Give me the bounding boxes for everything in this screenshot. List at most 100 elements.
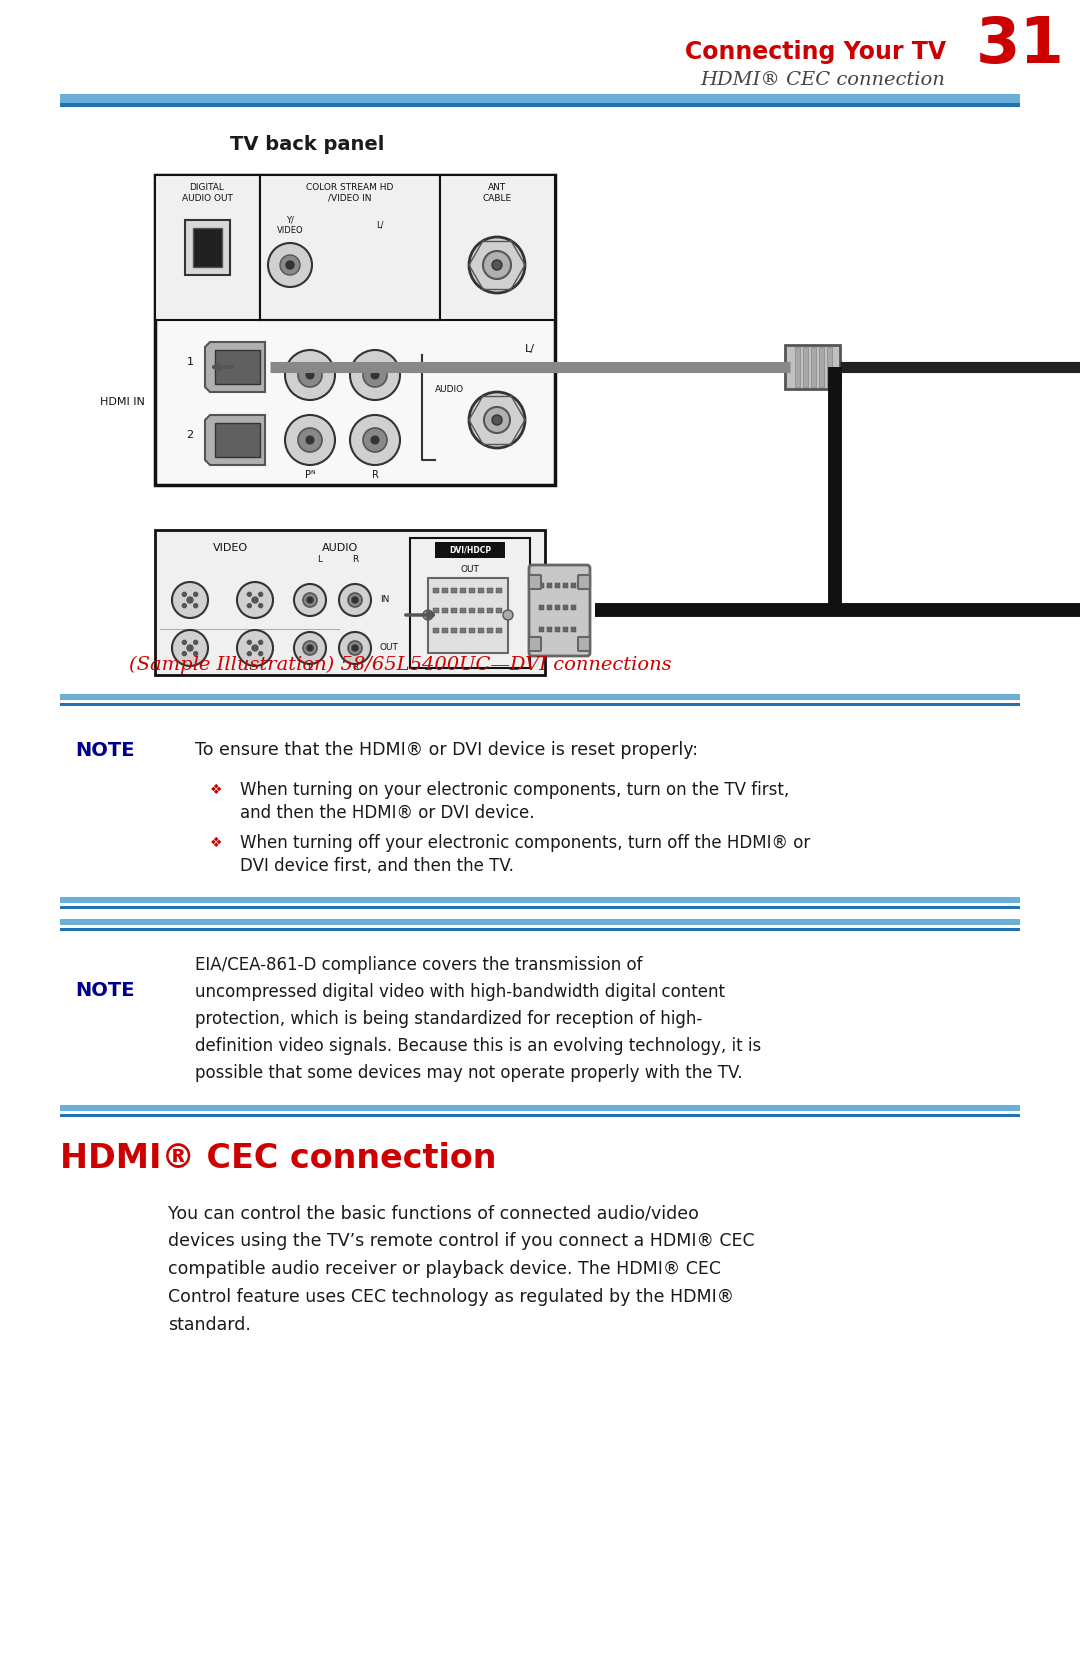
Circle shape: [423, 610, 433, 620]
Circle shape: [469, 237, 525, 293]
Circle shape: [183, 651, 187, 656]
Bar: [60, 703, 1020, 706]
Bar: [478, 608, 484, 613]
Text: DVI/HDCP: DVI/HDCP: [449, 545, 491, 555]
Circle shape: [247, 603, 252, 608]
Bar: [60, 94, 1020, 103]
Circle shape: [339, 631, 372, 664]
Text: When turning on your electronic components, turn on the TV first,: When turning on your electronic componen…: [240, 780, 789, 799]
Circle shape: [306, 371, 314, 379]
Circle shape: [352, 645, 357, 651]
Circle shape: [469, 393, 525, 447]
FancyBboxPatch shape: [529, 575, 541, 588]
Circle shape: [193, 640, 198, 645]
Circle shape: [348, 593, 362, 606]
Bar: [410, 539, 530, 668]
Circle shape: [350, 414, 400, 466]
Bar: [60, 694, 1020, 699]
Bar: [440, 176, 555, 320]
Text: uncompressed digital video with high-bandwidth digital content: uncompressed digital video with high-ban…: [195, 983, 725, 1001]
Circle shape: [258, 603, 262, 608]
Bar: [156, 176, 555, 486]
Circle shape: [237, 582, 273, 618]
Bar: [563, 626, 568, 631]
Circle shape: [183, 640, 187, 645]
Bar: [451, 608, 457, 613]
Text: 1: 1: [187, 356, 193, 366]
Text: R: R: [352, 555, 359, 565]
Circle shape: [303, 641, 318, 655]
Bar: [496, 608, 502, 613]
Bar: [487, 588, 492, 593]
Text: (Sample Illustration) 58/65L5400UC—DVI connections: (Sample Illustration) 58/65L5400UC—DVI c…: [129, 656, 672, 674]
Bar: [571, 583, 576, 588]
Text: Y/
VIDEO: Y/ VIDEO: [276, 215, 303, 235]
Bar: [555, 583, 561, 588]
Text: VIDEO: VIDEO: [213, 543, 247, 553]
Bar: [442, 628, 448, 633]
Circle shape: [193, 603, 198, 608]
Bar: [539, 626, 544, 631]
Circle shape: [258, 640, 262, 645]
Text: NOTE: NOTE: [75, 981, 135, 999]
Bar: [469, 628, 475, 633]
Bar: [478, 628, 484, 633]
Text: L: L: [308, 663, 312, 671]
Bar: [428, 578, 508, 653]
Circle shape: [172, 582, 208, 618]
Polygon shape: [215, 423, 260, 457]
Bar: [478, 588, 484, 593]
Text: definition video signals. Because this is an evolving technology, it is: definition video signals. Because this i…: [195, 1037, 761, 1056]
Text: OUT: OUT: [380, 643, 399, 653]
Bar: [156, 530, 545, 674]
Circle shape: [187, 645, 193, 651]
Bar: [804, 346, 808, 388]
Circle shape: [298, 428, 322, 452]
Bar: [795, 346, 800, 388]
Circle shape: [258, 592, 262, 597]
Circle shape: [258, 651, 262, 656]
Bar: [487, 608, 492, 613]
Bar: [555, 605, 561, 610]
Circle shape: [492, 414, 502, 424]
Text: IN: IN: [380, 595, 390, 605]
Text: Connecting Your TV: Connecting Your TV: [685, 40, 946, 65]
Text: NOTE: NOTE: [75, 741, 135, 759]
Text: L/: L/: [525, 345, 535, 355]
Bar: [819, 346, 824, 388]
Bar: [555, 626, 561, 631]
Circle shape: [294, 583, 326, 616]
Circle shape: [280, 255, 300, 275]
Bar: [811, 346, 816, 388]
Bar: [539, 583, 544, 588]
Bar: [571, 626, 576, 631]
Circle shape: [372, 371, 379, 379]
Circle shape: [237, 630, 273, 666]
Circle shape: [247, 592, 252, 597]
Circle shape: [363, 428, 387, 452]
Bar: [571, 605, 576, 610]
Circle shape: [307, 597, 313, 603]
FancyBboxPatch shape: [529, 565, 590, 656]
Bar: [435, 542, 505, 558]
Text: compatible audio receiver or playback device. The HDMI® CEC: compatible audio receiver or playback de…: [168, 1259, 721, 1278]
Text: HDMI® CEC connection: HDMI® CEC connection: [60, 1142, 497, 1175]
Text: COLOR STREAM HD
/VIDEO IN: COLOR STREAM HD /VIDEO IN: [307, 184, 394, 202]
Text: HDMI IN: HDMI IN: [100, 398, 145, 408]
Bar: [469, 608, 475, 613]
Circle shape: [303, 593, 318, 606]
Circle shape: [247, 651, 252, 656]
Circle shape: [363, 363, 387, 388]
Text: To ensure that the HDMI® or DVI device is reset properly:: To ensure that the HDMI® or DVI device i…: [195, 741, 698, 759]
Circle shape: [172, 630, 208, 666]
Bar: [60, 1114, 1020, 1117]
Circle shape: [285, 350, 335, 399]
Bar: [451, 588, 457, 593]
Circle shape: [484, 408, 510, 432]
Text: OUT: OUT: [460, 565, 480, 575]
Bar: [785, 345, 840, 389]
Circle shape: [193, 651, 198, 656]
Text: AUDIO: AUDIO: [435, 386, 464, 394]
Text: AUDIO: AUDIO: [322, 543, 359, 553]
Text: R: R: [352, 663, 359, 671]
